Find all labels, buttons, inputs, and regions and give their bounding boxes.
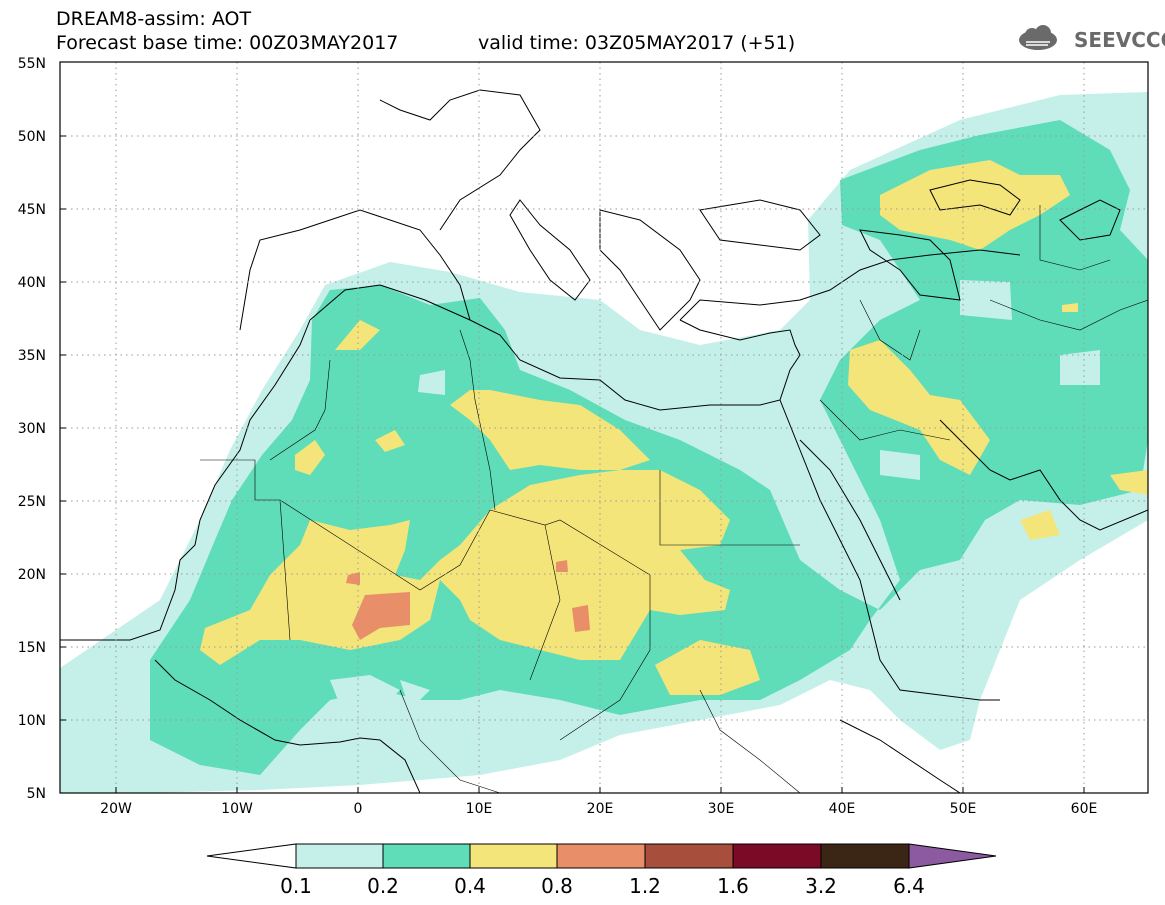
colorbar-cell [644,843,734,869]
lon-label: 60E [1071,801,1098,817]
colorbar-over-arrow [908,843,997,869]
colorbar-label: 0.1 [280,874,312,898]
aot-band-0-4 [200,160,1148,695]
lon-label: 40E [829,801,856,817]
lon-label: 20W [100,801,132,817]
colorbar-cell [295,843,384,869]
colorbar-label: 1.2 [629,874,661,898]
colorbar-label: 0.4 [454,874,486,898]
lat-label: 10N [18,713,46,729]
axis-ticks [60,135,1085,793]
lon-label: 20E [587,801,614,817]
graticule [60,62,1148,793]
lon-label: 50E [950,801,977,817]
map-title: DREAM8-assim: AOT [56,8,252,30]
colorbar-label: 6.4 [893,874,925,898]
colorbar-label: 0.8 [541,874,573,898]
lat-label: 20N [18,567,46,583]
valid-time: valid time: 03Z05MAY2017 (+51) [478,32,796,54]
lat-label: 35N [18,348,46,364]
colorbar-under-arrow [206,843,297,869]
country-borders [200,205,1148,793]
lat-label: 55N [18,56,46,72]
colorbar-label: 3.2 [805,874,837,898]
colorbar-cell [469,843,558,869]
colorbar-cell [732,843,822,869]
lat-label: 30N [18,421,46,437]
cloud-icon [1019,25,1057,50]
lat-label: 45N [18,202,46,218]
lat-label: 50N [18,129,46,145]
aot-band-0-1-patches [330,280,1100,710]
lon-label: 10E [466,801,493,817]
forecast-base-time: Forecast base time: 00Z03MAY2017 [56,32,399,54]
colorbar-cell [556,843,646,869]
seevccc-logo [1019,25,1057,50]
lat-label: 25N [18,494,46,510]
coastlines [60,89,1148,793]
colorbar-cell [820,843,910,869]
aot-band-0-8 [346,560,590,640]
lon-label: 30E [708,801,735,817]
lon-label: 10W [221,801,253,817]
lat-label: 40N [18,275,46,291]
colorbar-label: 1.6 [717,874,749,898]
lat-label: 5N [27,786,46,802]
lat-label: 15N [18,640,46,656]
colorbar [206,843,997,869]
logo-text: SEEVCCC [1074,28,1165,52]
colorbar-label: 0.2 [367,874,399,898]
colorbar-cell [382,843,471,869]
lon-label: 0 [354,801,363,817]
